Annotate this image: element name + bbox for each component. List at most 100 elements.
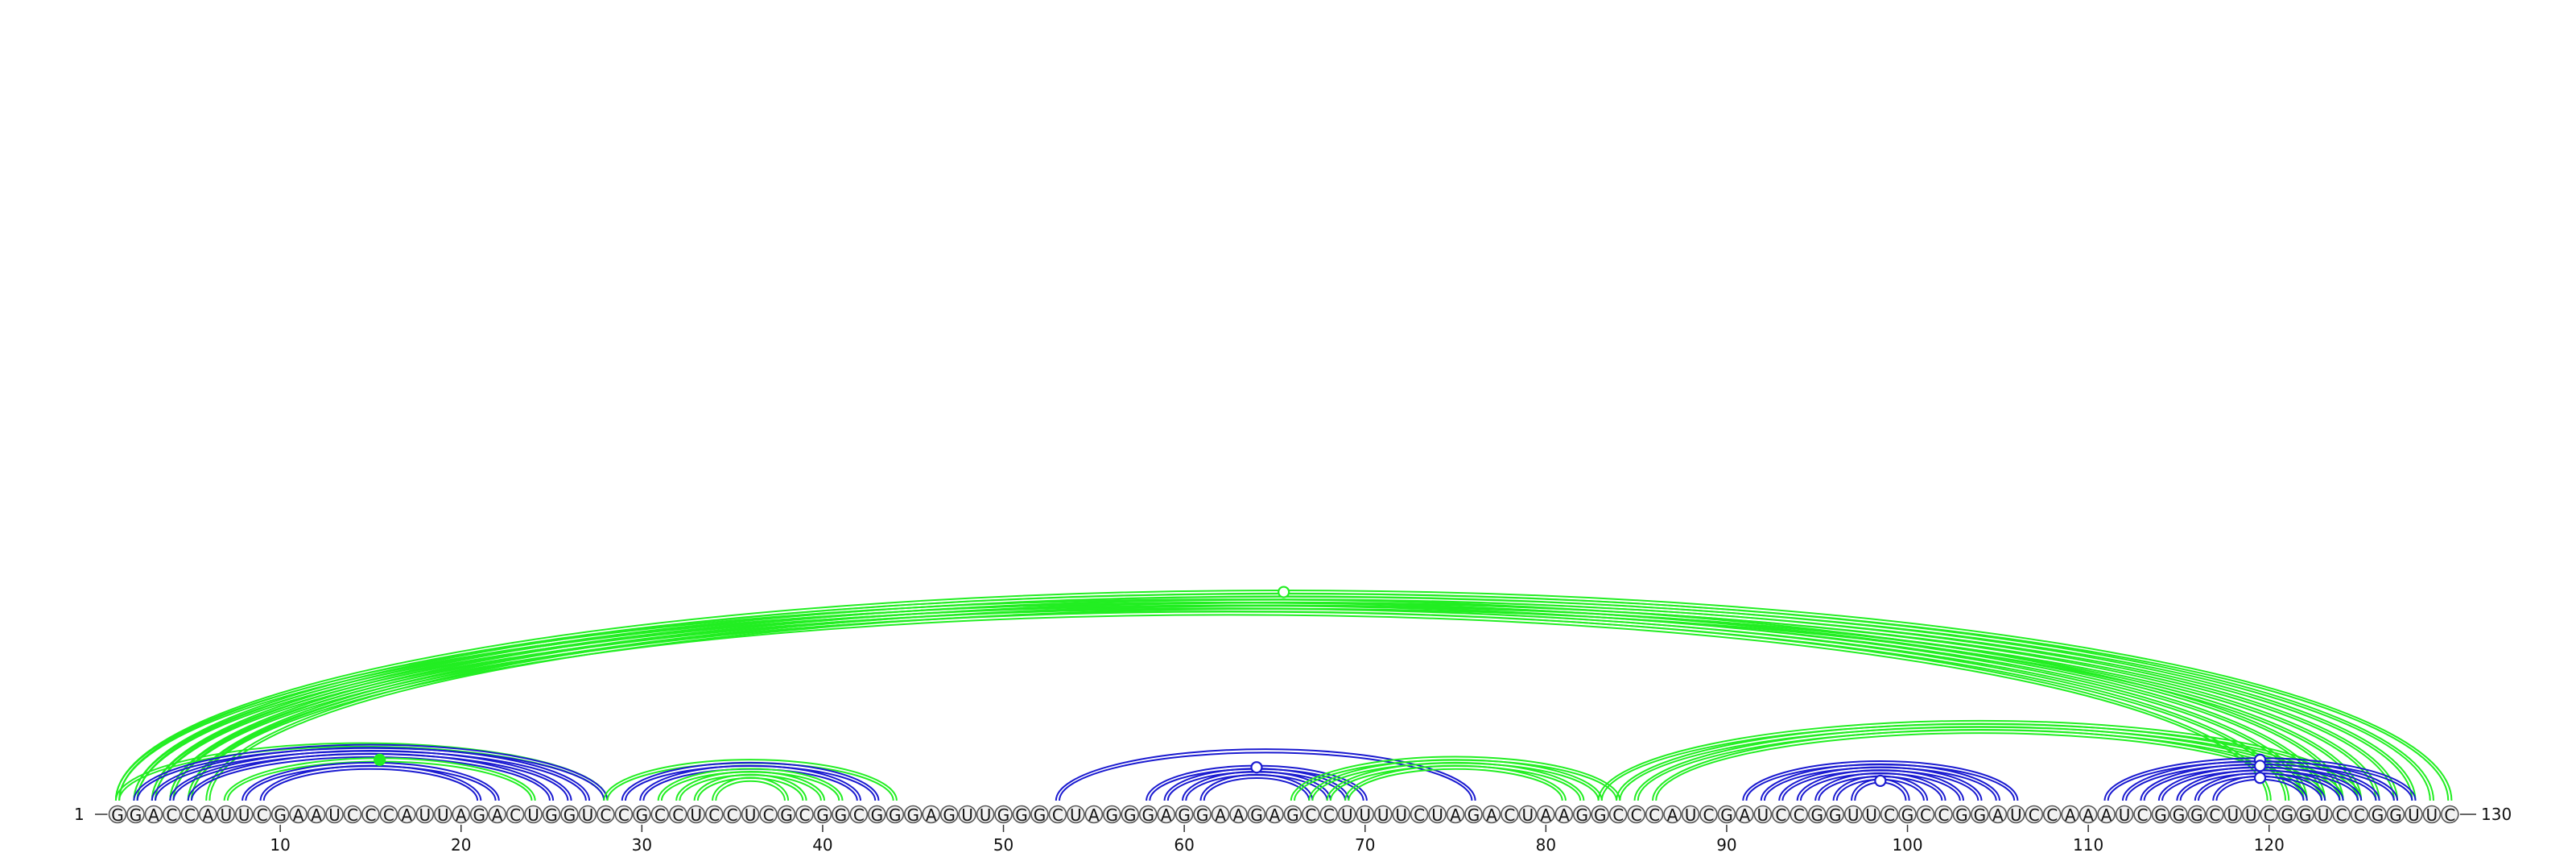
nucleotide-letter: G <box>1829 805 1842 825</box>
nucleotide-letter: A <box>1269 805 1281 825</box>
base-pair-arc <box>1199 773 1314 801</box>
nucleotide-circle <box>1627 805 1645 824</box>
nucleotide-letter: G <box>2173 805 2186 825</box>
nucleotide-circle <box>1790 805 1809 824</box>
nucleotide-letter: C <box>799 805 810 825</box>
nucleotide-letter: C <box>1323 805 1335 825</box>
nucleotide-circle <box>1356 805 1375 824</box>
nucleotide-letter: C <box>672 805 683 825</box>
arc-stroke <box>1742 760 2019 801</box>
nucleotide-letter: U <box>961 805 973 825</box>
arc-stroke <box>1348 768 1563 801</box>
nucleotide: G <box>939 805 959 825</box>
nucleotide-letter: G <box>2154 805 2167 825</box>
nucleotide-letter: C <box>1052 805 1063 825</box>
nucleotide: A <box>1554 805 1574 825</box>
nucleotide-letter: G <box>1178 805 1191 825</box>
nucleotide: G <box>1174 805 1194 825</box>
nucleotide-letter: U <box>1431 805 1443 825</box>
ticks-layer: 10 20 30 40 50 60 70 80 90 100 110 120 <box>270 825 2285 855</box>
nucleotide: G <box>1012 805 1031 825</box>
nucleotide-letter: G <box>636 805 649 825</box>
nucleotide-letter: U <box>582 805 594 825</box>
nucleotide-circle <box>723 805 741 824</box>
arc-marker <box>2253 760 2267 772</box>
nucleotide: A <box>452 805 471 825</box>
nucleotide-circle <box>433 805 452 824</box>
nucleotide-circle <box>597 805 615 824</box>
nucleotide: A <box>1988 805 2008 825</box>
nucleotide-circle <box>1826 805 1844 824</box>
nucleotide-letter: U <box>2010 805 2022 825</box>
nucleotide-circle <box>234 805 254 824</box>
nucleotide-letter: A <box>1215 805 1226 825</box>
nucleotide: U <box>1518 805 1538 825</box>
nucleotide: U <box>2115 805 2134 825</box>
nucleotide-circle <box>163 805 181 824</box>
nucleotide-letter: G <box>1196 805 1209 825</box>
nucleotide-circle <box>1916 805 1935 824</box>
nucleotide-letter: G <box>130 805 142 825</box>
nucleotide-letter: C <box>2444 805 2455 825</box>
nucleotide-circle <box>2241 805 2260 824</box>
nucleotide-circle <box>1012 805 1031 824</box>
nucleotide-circle <box>2314 805 2333 824</box>
arc-stroke <box>1778 766 1983 801</box>
sequence-start-label: 1 <box>74 805 85 824</box>
nucleotide: G <box>2368 805 2387 825</box>
nucleotide: G <box>1283 805 1302 825</box>
base-pair-arc <box>133 601 2326 801</box>
nucleotide-circle <box>886 805 905 824</box>
nucleotide-circle <box>704 805 724 824</box>
nucleotide: C <box>650 805 670 825</box>
nucleotide: A <box>1482 805 1501 825</box>
nucleotide-circle <box>1084 805 1104 824</box>
nucleotide-circle <box>976 805 995 824</box>
nucleotide-circle <box>1193 805 1212 824</box>
nucleotide: C <box>1916 805 1935 825</box>
nucleotide: G <box>2169 805 2188 825</box>
nucleotide-letter: G <box>473 805 485 825</box>
nucleotide-circle <box>1554 805 1574 824</box>
nucleotide-circle <box>1048 805 1067 824</box>
nucleotide: C <box>1880 805 1899 825</box>
nucleotide: U <box>415 805 435 825</box>
arc-stroke <box>715 780 786 801</box>
nucleotide: U <box>234 805 254 825</box>
arc-stroke <box>1308 759 1603 801</box>
arc-marker <box>374 753 386 766</box>
nucleotide: A <box>1211 805 1230 825</box>
nucleotide: U <box>1067 805 1085 825</box>
nucleotide-letter: C <box>2209 805 2220 825</box>
nucleotide-letter: G <box>889 805 902 825</box>
nucleotide: A <box>144 805 163 825</box>
tick-label: 30 <box>632 835 652 855</box>
nucleotide-letter: G <box>997 805 1010 825</box>
nucleotide-circle <box>1591 805 1610 824</box>
arc-stroke <box>205 604 2363 801</box>
nucleotide-letter: C <box>853 805 865 825</box>
arc-stroke <box>114 598 2344 801</box>
nucleotide-letter: C <box>654 805 666 825</box>
arc-stroke <box>208 607 2359 801</box>
nucleotide-circle <box>1518 805 1538 824</box>
nucleotide-letter: C <box>257 805 268 825</box>
nucleotide: G <box>813 805 832 825</box>
nucleotide-letter: U <box>1757 805 1769 825</box>
nucleotide-circle <box>180 805 200 824</box>
tick-label: 40 <box>812 835 832 855</box>
nucleotide-letter: A <box>148 805 159 825</box>
nucleotide-letter: C <box>1884 805 1895 825</box>
arc-stroke <box>657 768 844 801</box>
nucleotide-circle <box>668 805 687 824</box>
nucleotide-circle <box>2061 805 2079 824</box>
nucleotide-circle <box>1265 805 1284 824</box>
nucleotide-circle <box>1663 805 1682 824</box>
nucleotide: C <box>668 805 687 825</box>
nucleotide: G <box>108 805 127 825</box>
nucleotide-circle <box>2441 805 2459 824</box>
nucleotide-letter: C <box>184 805 196 825</box>
nucleotide-circle <box>687 805 706 824</box>
nucleotide-circle <box>1067 805 1085 824</box>
